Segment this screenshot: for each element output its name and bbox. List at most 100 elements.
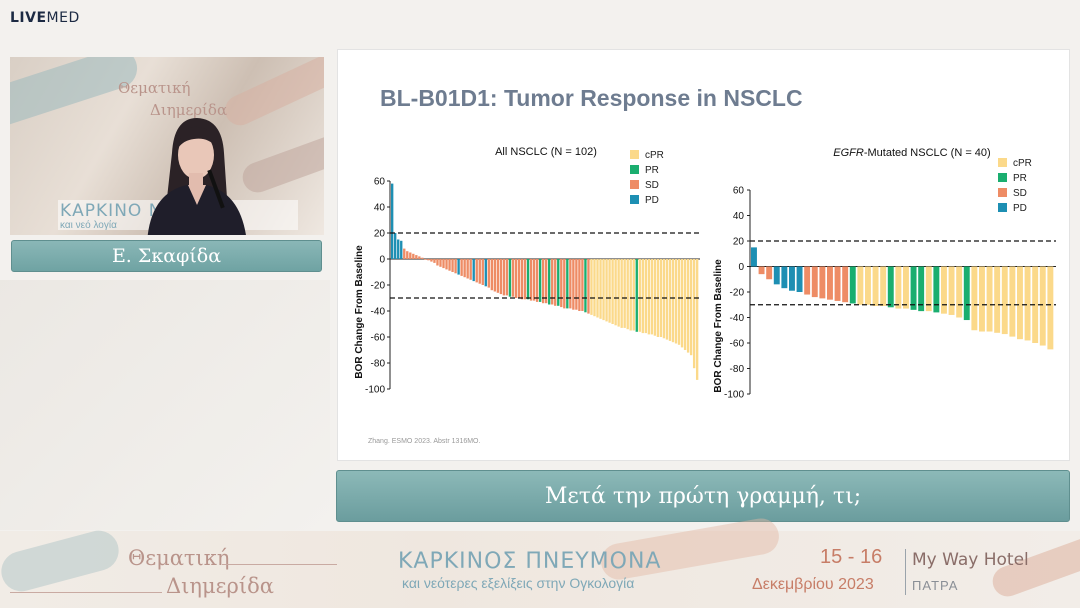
chart2-tick-label: -20 bbox=[730, 288, 745, 299]
chart2-bar bbox=[887, 266, 894, 308]
chart2-bar bbox=[781, 266, 788, 289]
chart1-legend-label: PR bbox=[645, 165, 659, 176]
chart2-bar bbox=[994, 266, 1001, 333]
chart2-bar bbox=[1001, 266, 1008, 335]
chart2-bar bbox=[925, 266, 932, 312]
chart1-bar bbox=[481, 259, 484, 285]
background-wash bbox=[0, 280, 330, 530]
footer-logo-subtitle: και νεότερες εξελίξεις στην Ογκολογία bbox=[402, 575, 635, 591]
slide-title: BL-B01D1: Tumor Response in NSCLC bbox=[380, 85, 803, 111]
chart2-tick-label: -60 bbox=[730, 339, 745, 350]
chart2-legend-label: PD bbox=[1013, 203, 1027, 214]
video-banner-subtext: και νεό λογία bbox=[60, 220, 117, 231]
chart1-bar bbox=[418, 256, 421, 259]
chart2-tick-label: 60 bbox=[733, 186, 745, 197]
slide-footnote: Zhang. ESMO 2023. Abstr 1316MO. bbox=[368, 438, 481, 445]
chart1-bar bbox=[560, 259, 563, 308]
chart1-bar bbox=[493, 259, 497, 292]
chart1-bar bbox=[439, 259, 442, 267]
chart1-tick-label: -60 bbox=[371, 333, 386, 344]
chart2-bar bbox=[903, 266, 909, 309]
chart1-bar bbox=[475, 259, 478, 283]
chart2-bar bbox=[849, 266, 856, 304]
chart2-tick-label: -40 bbox=[730, 313, 745, 324]
chart1-bar bbox=[551, 259, 554, 305]
chart1-bar bbox=[572, 259, 575, 310]
chart2-bar bbox=[827, 266, 833, 300]
chart1-bar bbox=[563, 259, 566, 309]
chart1-bar bbox=[677, 259, 681, 345]
chart1-bar bbox=[484, 259, 487, 287]
chart1-bar bbox=[535, 259, 539, 302]
chart2-tick-label: -100 bbox=[724, 390, 744, 401]
chart2-bar bbox=[933, 266, 940, 313]
footer-divider bbox=[222, 564, 337, 565]
chart1-bar bbox=[671, 259, 675, 343]
chart2-bar bbox=[758, 266, 765, 275]
chart1-bar bbox=[590, 259, 593, 315]
chart2-legend-swatch bbox=[998, 173, 1007, 182]
chart2-title: EGFR-Mutated NSCLC (N = 40) bbox=[833, 147, 990, 159]
chart1-bar bbox=[608, 259, 611, 323]
chart2-bar bbox=[789, 266, 795, 291]
chart1-bar bbox=[695, 259, 699, 380]
chart1-bar bbox=[451, 259, 454, 272]
chart1-bar bbox=[499, 259, 503, 295]
chart1-bar bbox=[644, 259, 648, 334]
chart2-bar bbox=[979, 266, 985, 332]
chart2-bar bbox=[865, 266, 871, 305]
chart1-bar bbox=[554, 259, 557, 306]
chart1-bar bbox=[680, 259, 684, 348]
chart1-bar bbox=[581, 259, 584, 311]
chart1-tick-label: -80 bbox=[371, 359, 386, 370]
footer-logo-title: ΚΑΡΚΙΝΟΣ ΠΝΕΥΜΟΝΑ bbox=[398, 549, 662, 574]
chart2-bar bbox=[910, 266, 917, 310]
chart2-bar bbox=[1017, 266, 1023, 340]
chart2-bar bbox=[857, 266, 864, 305]
video-wall-text: Διημερίδα bbox=[150, 101, 228, 119]
chart1-bar bbox=[632, 259, 635, 331]
chart1-bar bbox=[668, 259, 672, 341]
chart1-bar bbox=[692, 259, 696, 369]
chart2-tick-label: -80 bbox=[730, 364, 745, 375]
chart1-tick-label: 0 bbox=[379, 255, 385, 266]
chart1-bar bbox=[587, 259, 590, 314]
chart1-bar bbox=[466, 259, 469, 279]
chart1-bar bbox=[520, 259, 524, 300]
chart2-legend-swatch bbox=[998, 188, 1007, 197]
chart1-bar bbox=[445, 259, 448, 270]
chart1-bar bbox=[529, 259, 533, 301]
chart1-bar bbox=[412, 253, 415, 259]
chart1-bar bbox=[623, 259, 626, 328]
chart1-bar bbox=[409, 252, 412, 259]
chart1-bar bbox=[665, 259, 669, 340]
chart1-bar bbox=[505, 259, 509, 296]
chart2-tick-label: 20 bbox=[733, 237, 745, 248]
chart1-bar bbox=[686, 259, 690, 353]
chart2-legend-swatch bbox=[998, 158, 1007, 167]
chart1-bar bbox=[436, 259, 439, 266]
chart1-bar bbox=[391, 183, 394, 259]
chart1-bar bbox=[514, 259, 518, 298]
chart1-bar bbox=[650, 259, 654, 335]
chart2-bar bbox=[751, 247, 757, 267]
chart1-bar bbox=[415, 255, 418, 259]
chart1-bar bbox=[605, 259, 608, 322]
chart1-bar bbox=[526, 259, 530, 300]
chart2-bar bbox=[986, 266, 993, 332]
presentation-slide: BL-B01D1: Tumor Response in NSCLC All NS… bbox=[337, 49, 1070, 461]
chart2-bar bbox=[804, 266, 811, 295]
chart1-bar bbox=[460, 259, 463, 276]
chart2-title-italic: EGFR bbox=[833, 147, 864, 159]
chart1-bar bbox=[403, 248, 406, 259]
chart2-tick-label: 40 bbox=[733, 211, 745, 222]
chart2-bar bbox=[1032, 266, 1039, 343]
chart1-bar bbox=[433, 259, 436, 263]
chart1-bar bbox=[472, 259, 475, 282]
chart2-bar bbox=[842, 266, 849, 303]
chart2-bar bbox=[1039, 266, 1046, 346]
brand-live: LIVE bbox=[10, 10, 47, 26]
chart1-bar bbox=[430, 259, 433, 262]
chart2-bar bbox=[895, 266, 902, 309]
brand-med: MED bbox=[46, 10, 80, 26]
